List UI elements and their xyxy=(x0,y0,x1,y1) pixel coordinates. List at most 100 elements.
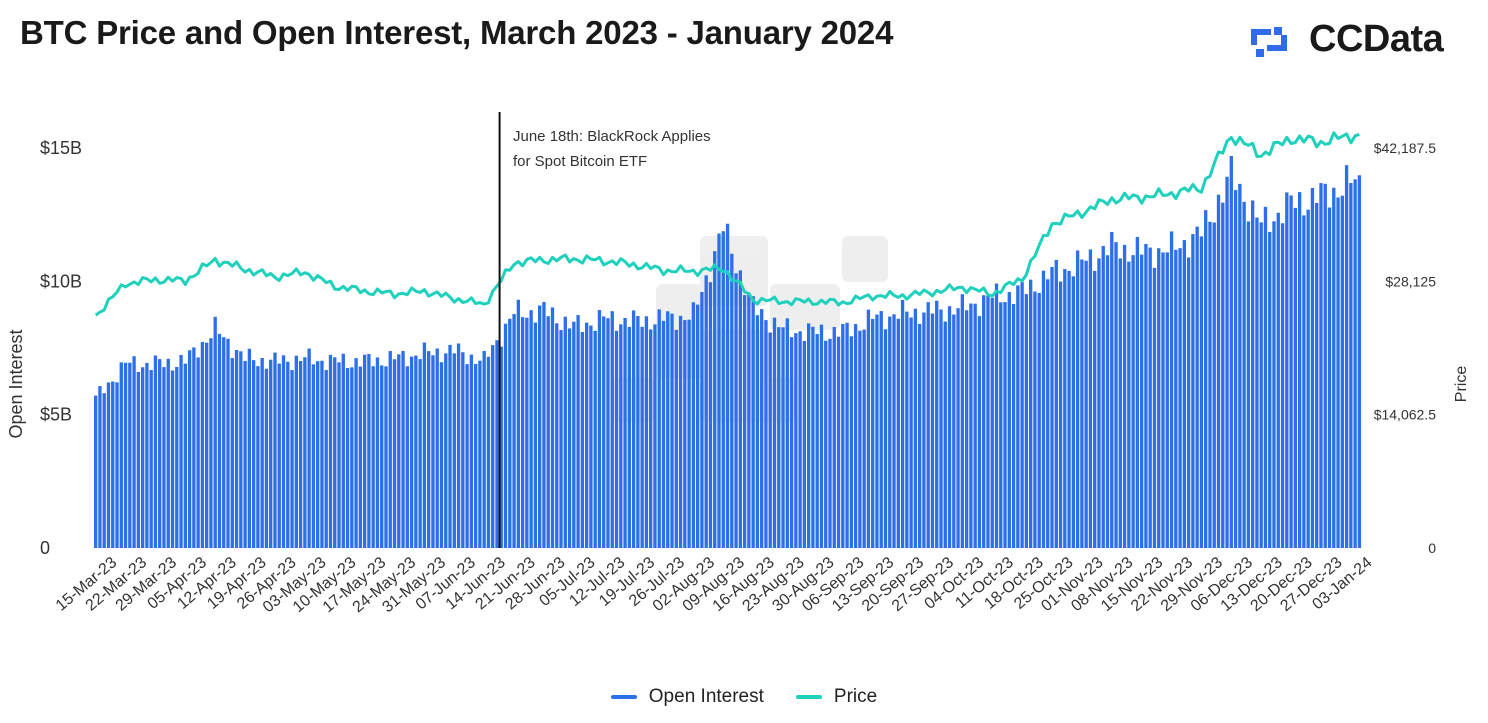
oi-bar xyxy=(1050,266,1054,548)
oi-bar xyxy=(409,356,414,548)
legend-item-price[interactable]: Price xyxy=(795,686,877,708)
oi-bar xyxy=(251,360,256,548)
oi-bar xyxy=(717,233,721,549)
ccdata-logo-icon xyxy=(1251,26,1287,57)
oi-bar xyxy=(623,318,627,548)
oi-bar xyxy=(1071,276,1076,548)
oi-bar xyxy=(1310,188,1315,548)
oi-bar xyxy=(653,324,657,548)
oi-bar xyxy=(1174,249,1178,548)
oi-bar xyxy=(614,330,619,548)
oi-bar xyxy=(179,355,183,548)
oi-bar xyxy=(290,370,294,548)
oi-bar xyxy=(469,354,474,548)
oi-bar xyxy=(286,361,290,548)
legend-label-open-interest: Open Interest xyxy=(648,686,764,707)
oi-bar xyxy=(1041,270,1046,548)
oi-bar xyxy=(1169,231,1174,549)
oi-bar xyxy=(580,331,585,548)
oi-bar xyxy=(704,275,708,548)
oi-bar xyxy=(380,365,384,548)
oi-bar xyxy=(713,251,717,548)
oi-bar xyxy=(636,316,640,548)
oi-bar xyxy=(896,318,900,548)
oi-bar xyxy=(845,322,849,548)
oi-bar xyxy=(367,354,371,548)
oi-bar xyxy=(1216,194,1221,548)
oi-bar xyxy=(311,364,316,548)
oi-bar xyxy=(1020,282,1024,548)
oi-bar xyxy=(1033,291,1037,548)
oi-bar xyxy=(499,346,503,548)
oi-bar xyxy=(1293,207,1298,548)
oi-bar xyxy=(738,270,742,548)
oi-bar xyxy=(640,326,644,548)
oi-bar xyxy=(952,314,956,548)
price-line xyxy=(94,131,1360,317)
oi-bar xyxy=(307,348,311,548)
oi-bar xyxy=(619,324,623,548)
oi-bar xyxy=(1148,247,1152,548)
oi-bar xyxy=(1251,200,1255,548)
oi-bar xyxy=(960,294,965,548)
oi-bar xyxy=(956,308,960,548)
oi-bar xyxy=(973,303,977,548)
oi-bar xyxy=(982,295,986,548)
oi-bar xyxy=(166,358,170,548)
oi-bar xyxy=(721,231,725,548)
oi-bar xyxy=(529,310,533,548)
oi-bar xyxy=(337,362,341,548)
oi-bar xyxy=(140,367,145,548)
oi-bar xyxy=(512,314,516,548)
oi-bar xyxy=(213,316,217,548)
oi-bar xyxy=(1357,175,1362,549)
oi-bar xyxy=(627,326,631,548)
oi-bar xyxy=(358,366,363,548)
oi-bar xyxy=(111,381,115,548)
oi-bar xyxy=(546,316,550,548)
oi-bar xyxy=(328,354,333,548)
oi-bar xyxy=(303,357,307,548)
oi-bar xyxy=(1152,267,1157,548)
oi-bar xyxy=(1212,222,1216,548)
oi-bar xyxy=(1233,190,1238,548)
oi-bar xyxy=(294,355,298,548)
legend-item-open-interest[interactable]: Open Interest xyxy=(610,686,764,708)
oi-bar xyxy=(1242,201,1246,549)
oi-bar xyxy=(200,341,205,548)
oi-bar xyxy=(777,327,781,548)
oi-bar xyxy=(102,393,106,548)
oi-bar xyxy=(234,349,239,548)
oi-bar xyxy=(1114,242,1118,548)
oi-bar xyxy=(755,315,760,548)
oi-bar xyxy=(1195,226,1199,548)
oi-bar xyxy=(281,355,286,548)
oi-bar xyxy=(542,301,546,548)
annotation-text-line-1: June 18th: BlackRock Applies xyxy=(513,128,711,145)
oi-bar xyxy=(1118,258,1122,548)
oi-bar xyxy=(559,330,563,548)
oi-bar xyxy=(593,330,597,548)
oi-bar xyxy=(1028,279,1033,548)
oi-bar xyxy=(832,327,836,548)
oi-bar xyxy=(239,351,243,548)
oi-bar xyxy=(345,368,350,548)
legend-swatch-price xyxy=(795,695,822,699)
oi-bar xyxy=(128,362,132,548)
left-axis-label: Open Interest xyxy=(6,329,26,438)
oi-bar xyxy=(1080,259,1084,548)
oi-bar xyxy=(567,328,572,548)
x-axis-ticks: 15-Mar-2322-Mar-2329-Mar-2305-Apr-2312-A… xyxy=(53,554,1376,616)
oi-bar xyxy=(576,315,580,548)
oi-bar xyxy=(324,370,328,548)
oi-bar xyxy=(465,364,469,548)
oi-bar xyxy=(98,386,102,548)
oi-bar xyxy=(584,322,589,548)
oi-bar xyxy=(538,305,542,548)
oi-bar xyxy=(994,283,999,548)
oi-bar xyxy=(316,361,320,548)
oi-bar xyxy=(1289,195,1293,548)
oi-bar xyxy=(132,356,136,548)
oi-bar xyxy=(508,318,512,548)
logo-text: CCData xyxy=(1309,18,1444,60)
